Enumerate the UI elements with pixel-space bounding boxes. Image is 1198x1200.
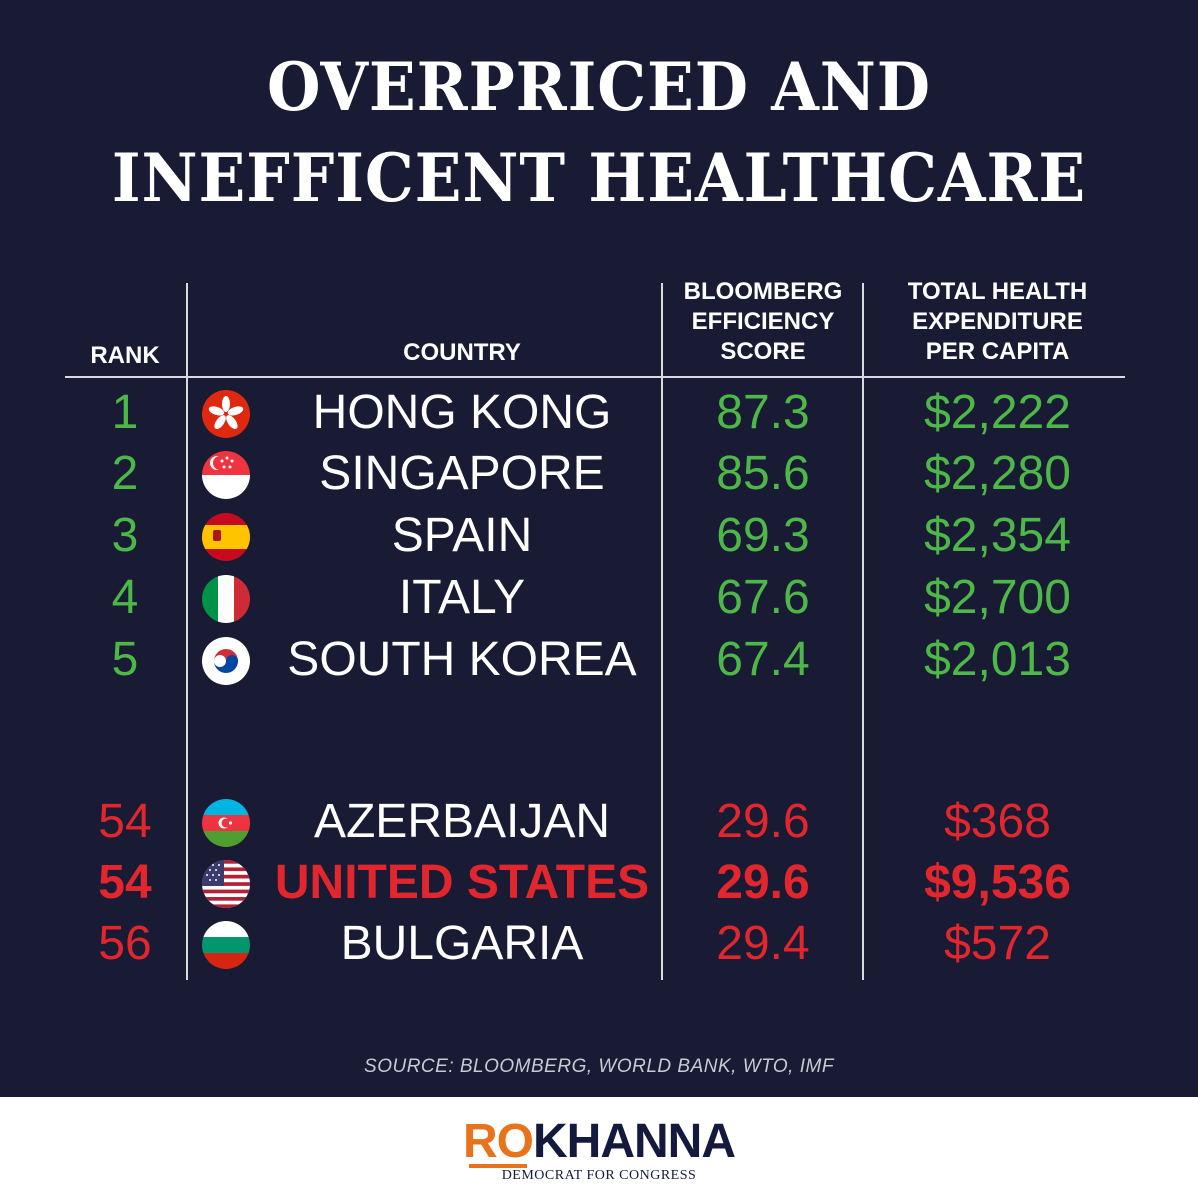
country-singapore: SINGAPORE: [319, 447, 605, 500]
score-singapore: 85.6: [716, 447, 810, 500]
country-spain: SPAIN: [391, 509, 533, 562]
header-country: COUNTRY: [403, 339, 521, 366]
rank-united-states: 54: [98, 856, 152, 909]
score-united-states: 29.6: [716, 856, 810, 909]
logo-first-name: RO: [463, 1115, 534, 1168]
expenditure-italy: $2,700: [924, 571, 1071, 624]
logo-underline: [469, 1164, 527, 1168]
bulgaria-flag-icon: [202, 921, 250, 969]
expenditure-hong-kong: $2,222: [924, 386, 1071, 439]
united-states-flag-icon: [202, 860, 250, 908]
source-note: SOURCE: BLOOMBERG, WORLD BANK, WTO, IMF: [364, 1056, 834, 1077]
italy-flag-icon: [202, 575, 250, 623]
rank-south-korea: 5: [111, 633, 139, 686]
expenditure-united-states: $9,536: [924, 856, 1071, 909]
expenditure-south-korea: $2,013: [924, 633, 1071, 686]
rank-italy: 4: [111, 571, 139, 624]
expenditure-bulgaria: $572: [944, 917, 1051, 970]
column-divider-country: [661, 283, 663, 980]
country-azerbaijan: AZERBAIJAN: [313, 795, 611, 848]
country-italy: ITALY: [398, 571, 526, 624]
title-line-1: OVERPRICED AND: [267, 48, 931, 126]
score-hong-kong: 87.3: [716, 386, 810, 439]
rank-azerbaijan: 54: [98, 795, 152, 848]
expenditure-singapore: $2,280: [924, 447, 1071, 500]
country-bulgaria: BULGARIA: [340, 917, 584, 970]
country-hong-kong: HONG KONG: [312, 386, 612, 439]
logo-tagline: DEMOCRAT FOR CONGRESS: [501, 1168, 697, 1183]
expenditure-spain: $2,354: [924, 509, 1071, 562]
score-bulgaria: 29.4: [716, 917, 810, 970]
logo-wordmark: ROKHANNA: [0, 1118, 1198, 1166]
south-korea-flag-icon: [202, 637, 250, 685]
column-divider-score: [862, 283, 864, 980]
header-expenditure: TOTAL HEALTH EXPENDITURE PER CAPITA: [907, 278, 1088, 365]
logo-last-name: KHANNA: [533, 1115, 736, 1168]
singapore-flag-icon: [202, 451, 250, 499]
header-rank: RANK: [90, 342, 160, 369]
header-efficiency-score: BLOOMBERG EFFICIENCY SCORE: [683, 278, 843, 365]
spain-flag-icon: [202, 513, 250, 561]
azerbaijan-flag-icon: [202, 799, 250, 847]
country-united-states: UNITED STATES: [274, 856, 650, 909]
column-divider-rank: [186, 283, 188, 980]
score-italy: 67.6: [716, 571, 810, 624]
footer-banner: ROKHANNA DEMOCRAT FOR CONGRESS: [0, 1097, 1198, 1200]
rank-bulgaria: 56: [98, 917, 152, 970]
header-divider: [65, 376, 1125, 378]
rank-hong-kong: 1: [111, 386, 139, 439]
rank-spain: 3: [111, 509, 139, 562]
country-south-korea: SOUTH KOREA: [287, 633, 637, 686]
score-south-korea: 67.4: [716, 633, 810, 686]
score-spain: 69.3: [716, 509, 810, 562]
title-line-2: INEFFICENT HEALTHCARE: [111, 139, 1087, 217]
rank-singapore: 2: [111, 447, 139, 500]
score-azerbaijan: 29.6: [716, 795, 810, 848]
expenditure-azerbaijan: $368: [944, 795, 1051, 848]
hong-kong-flag-icon: [202, 390, 250, 438]
